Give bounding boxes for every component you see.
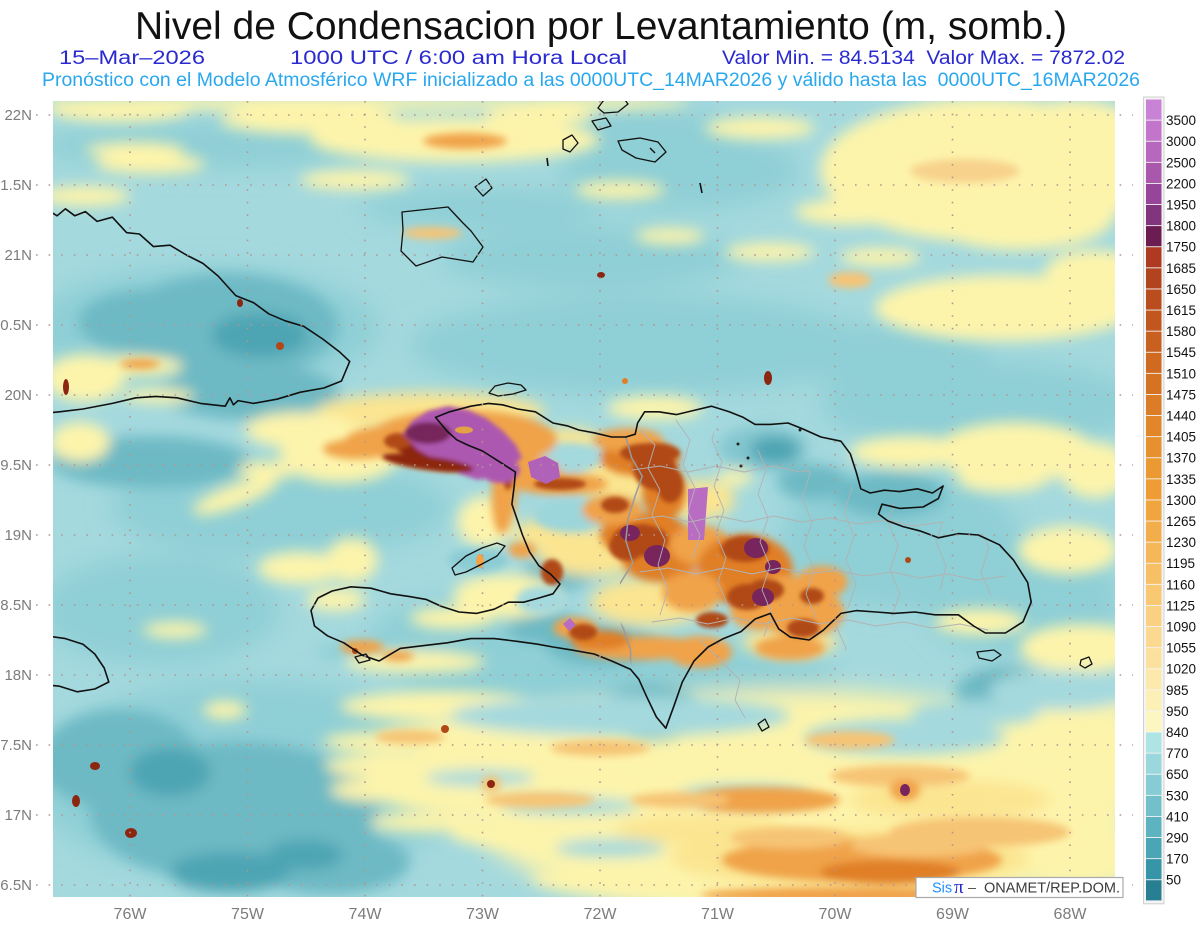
svg-text:15–Mar–2026: 15–Mar–2026 <box>59 48 205 69</box>
svg-text:1800: 1800 <box>1166 219 1196 234</box>
svg-text:1335: 1335 <box>1166 472 1196 487</box>
svg-text:2200: 2200 <box>1166 176 1196 191</box>
svg-text:530: 530 <box>1166 788 1189 803</box>
svg-text:410: 410 <box>1166 809 1189 824</box>
svg-text:20N: 20N <box>4 387 32 404</box>
svg-text:1370: 1370 <box>1166 451 1196 466</box>
svg-text:1510: 1510 <box>1166 366 1196 381</box>
svg-text:16.5N: 16.5N <box>0 877 32 894</box>
svg-text:18.5N: 18.5N <box>0 597 32 614</box>
svg-text:71W: 71W <box>701 906 735 923</box>
svg-text:70W: 70W <box>819 906 853 923</box>
svg-text:950: 950 <box>1166 704 1189 719</box>
svg-text:1090: 1090 <box>1166 620 1196 635</box>
svg-text:1750: 1750 <box>1166 240 1196 255</box>
svg-text:985: 985 <box>1166 683 1189 698</box>
svg-text:19.5N: 19.5N <box>0 457 32 474</box>
svg-text:1440: 1440 <box>1166 409 1196 424</box>
svg-text:1615: 1615 <box>1166 303 1196 318</box>
svg-text:1020: 1020 <box>1166 662 1196 677</box>
svg-text:72W: 72W <box>584 906 618 923</box>
svg-text:Sis: Sis <box>932 881 952 897</box>
svg-text:22N: 22N <box>4 107 32 124</box>
svg-text:Nivel de Condensacion por Leva: Nivel de Condensacion por Levantamiento … <box>135 5 1067 48</box>
svg-text:1230: 1230 <box>1166 535 1196 550</box>
svg-text:–: – <box>968 881 977 897</box>
svg-text:1950: 1950 <box>1166 198 1196 213</box>
svg-text:ONAMET/REP.DOM.: ONAMET/REP.DOM. <box>984 881 1120 897</box>
svg-text:3000: 3000 <box>1166 134 1196 149</box>
svg-text:3500: 3500 <box>1166 113 1196 128</box>
svg-text:74W: 74W <box>349 906 383 923</box>
svg-text:1475: 1475 <box>1166 387 1196 402</box>
svg-text:76W: 76W <box>114 906 148 923</box>
svg-text:Pronóstico con el Modelo Atmos: Pronóstico con el Modelo Atmosférico WRF… <box>42 70 1140 91</box>
svg-text:1545: 1545 <box>1166 345 1196 360</box>
svg-text:2500: 2500 <box>1166 155 1196 170</box>
svg-text:170: 170 <box>1166 852 1189 867</box>
svg-text:π: π <box>954 877 964 898</box>
svg-text:50: 50 <box>1166 873 1181 888</box>
svg-text:18N: 18N <box>4 667 32 684</box>
svg-text:69W: 69W <box>936 906 970 923</box>
svg-text:840: 840 <box>1166 725 1189 740</box>
svg-text:21.5N: 21.5N <box>0 177 32 194</box>
svg-text:1650: 1650 <box>1166 282 1196 297</box>
svg-text:1265: 1265 <box>1166 514 1196 529</box>
svg-text:290: 290 <box>1166 831 1189 846</box>
svg-text:1580: 1580 <box>1166 324 1196 339</box>
svg-text:1125: 1125 <box>1166 598 1195 613</box>
svg-text:1300: 1300 <box>1166 493 1196 508</box>
svg-text:17.5N: 17.5N <box>0 737 32 754</box>
svg-text:1055: 1055 <box>1166 641 1196 656</box>
svg-text:1000 UTC / 6:00 am Hora Local: 1000 UTC / 6:00 am Hora Local <box>290 48 627 69</box>
svg-text:770: 770 <box>1166 746 1189 761</box>
svg-text:1685: 1685 <box>1166 261 1196 276</box>
svg-text:17N: 17N <box>4 807 32 824</box>
svg-text:75W: 75W <box>231 906 265 923</box>
svg-text:68W: 68W <box>1054 906 1088 923</box>
svg-text:73W: 73W <box>466 906 500 923</box>
svg-text:1405: 1405 <box>1166 430 1196 445</box>
svg-text:20.5N: 20.5N <box>0 317 32 334</box>
svg-text:1160: 1160 <box>1166 577 1195 592</box>
svg-text:650: 650 <box>1166 767 1189 782</box>
svg-text:1195: 1195 <box>1166 556 1195 571</box>
svg-text:19N: 19N <box>4 527 32 544</box>
svg-text:21N: 21N <box>4 247 32 264</box>
svg-text:Valor Min. = 84.5134 Valor Ma: Valor Min. = 84.5134 Valor Max. = 7872.0… <box>722 48 1125 69</box>
